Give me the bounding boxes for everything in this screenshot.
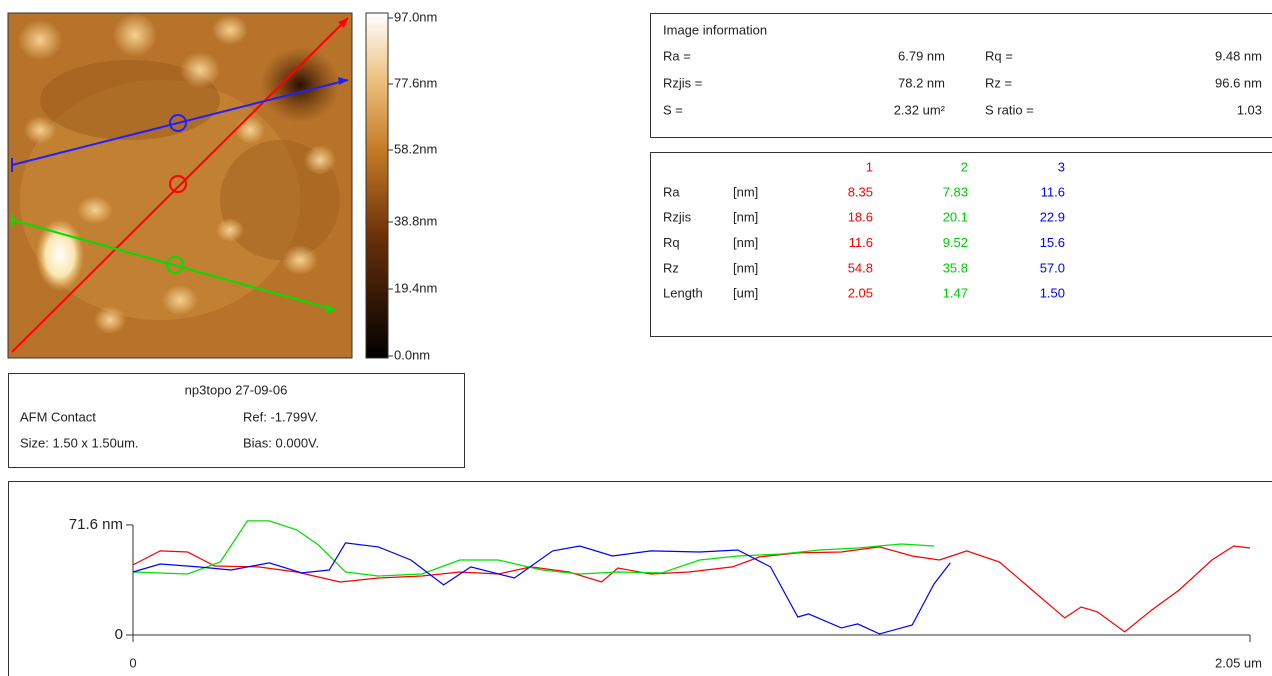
image-info-cell: 1.03 [1237,102,1262,117]
y-tick-label: 71.6 nm [69,516,123,533]
line-table-cell: 35.8 [943,260,968,275]
caption-mode: AFM Contact [20,409,96,424]
line-table-header: 1 [866,159,873,174]
profile-chart: 0 2.05 um 0 71.6 nm [69,516,1262,671]
line-table-cell: 54.8 [848,260,873,275]
color-bar-label: 58.2nm [394,141,437,156]
image-info-title: Image information [663,22,767,37]
line-table-cell: 20.1 [943,210,968,225]
line-table-cell: 11.6 [849,235,873,250]
line-table-cell: 22.9 [1040,210,1065,225]
image-info-cell: Ra = [663,48,691,63]
profile-box [8,481,1272,676]
color-bar-label: 38.8nm [394,213,437,228]
line-table-header: 2 [961,159,968,174]
line-table-header: 3 [1058,159,1065,174]
image-info-box [650,13,1272,138]
image-info-cell: 78.2 nm [898,75,945,90]
caption-size: Size: 1.50 x 1.50um. [20,435,139,450]
image-info-cell: 9.48 nm [1215,48,1262,63]
image-info-cell: 6.79 nm [898,48,945,63]
line-table-cell: 9.52 [943,235,968,250]
line-table-cell: 18.6 [848,210,873,225]
color-bar-label: 0.0nm [394,347,430,362]
profile-line [132,520,935,577]
y-tick-label: 0 [115,626,123,643]
line-table-cell: [nm] [733,260,758,275]
line-table-cell: 8.35 [848,184,873,199]
line-table-cell: [um] [733,286,758,301]
profile-line [132,542,951,635]
x-tick-label: 2.05 um [1215,655,1262,670]
profile-line [132,545,1251,633]
caption-bias: Bias: 0.000V. [243,435,319,450]
color-bar-labels: 97.0nm 77.6nm 58.2nm 38.8nm 19.4nm 0.0nm [388,9,437,362]
line-table-cell: 15.6 [1040,235,1065,250]
image-info-cell: 96.6 nm [1215,75,1262,90]
line-table-cell: [nm] [733,235,758,250]
line-table-cell: Rzjis [663,210,692,225]
line-table-cell: 11.6 [1041,184,1065,199]
line-table-cell: Rq [663,235,680,250]
image-info-rows: Ra = 6.79 nm Rq = 9.48 nm Rzjis = 78.2 nm Rz =… [663,48,1262,117]
caption-ref: Ref: -1.799V. [243,409,318,424]
x-tick-label: 0 [129,655,136,670]
color-bar [365,12,389,359]
image-info-cell: S ratio = [985,102,1034,117]
color-bar-label: 19.4nm [394,280,437,295]
color-bar-label: 77.6nm [394,75,437,90]
line-table-cell: 57.0 [1040,260,1065,275]
line-table-cell: 1.50 [1040,286,1065,301]
image-info-cell: 2.32 um² [894,102,946,117]
caption-box [8,373,465,468]
line-table-cell: 1.47 [943,286,968,301]
caption-title: np3topo 27-09-06 [185,382,288,397]
line-table: 1 2 3 Ra [nm] 8.35 7.83 11.6 Rzjis [nm] 18.6 20.1 22… [663,159,1065,300]
afm-image [7,12,353,359]
line-table-cell: Length [663,286,703,301]
line-table-cell: Ra [663,184,680,199]
line-table-cell: 2.05 [848,286,873,301]
line-table-cell: 7.83 [943,184,968,199]
color-bar-label: 97.0nm [394,9,437,24]
line-table-cell: [nm] [733,210,758,225]
line-table-cell: [nm] [733,184,758,199]
line-table-cell: Rz [663,260,679,275]
image-info-cell: Rz = [985,75,1012,90]
image-info-cell: S = [663,102,683,117]
image-info-cell: Rzjis = [663,75,702,90]
image-info-cell: Rq = [985,48,1013,63]
line-table-box [650,152,1272,337]
